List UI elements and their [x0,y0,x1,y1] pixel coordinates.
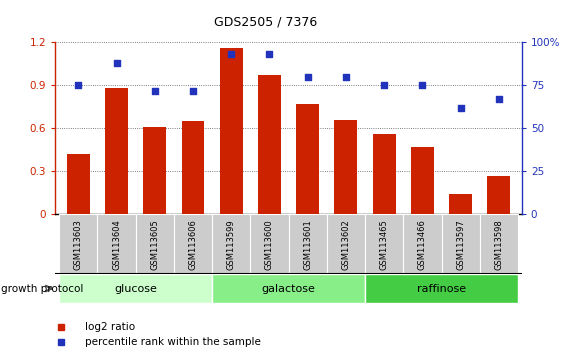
Bar [97,214,136,274]
Text: GSM113465: GSM113465 [380,219,389,270]
Bar [327,214,365,274]
Point [188,88,198,93]
Point [380,82,389,88]
Bar [174,214,212,274]
Point [303,74,312,80]
Text: GSM113597: GSM113597 [456,219,465,270]
Bar [411,147,434,214]
Point [418,82,427,88]
Bar [296,104,319,214]
Bar [136,214,174,274]
Text: GDS2505 / 7376: GDS2505 / 7376 [213,16,317,29]
Text: GSM113605: GSM113605 [150,219,159,270]
Bar [181,121,205,214]
Bar [59,274,212,303]
Bar [365,214,403,274]
Bar [335,120,357,214]
Bar [59,214,97,274]
Text: GSM113604: GSM113604 [112,219,121,270]
Text: GSM113598: GSM113598 [494,219,503,270]
Bar [403,214,441,274]
Text: GSM113602: GSM113602 [342,219,350,270]
Text: GSM113603: GSM113603 [74,219,83,270]
Bar [212,214,250,274]
Text: raffinose: raffinose [417,284,466,293]
Text: percentile rank within the sample: percentile rank within the sample [85,337,261,347]
Point [150,88,159,93]
Bar [480,214,518,274]
Text: glucose: glucose [114,284,157,293]
Point [227,52,236,57]
Text: growth protocol: growth protocol [1,284,83,293]
Bar [143,127,166,214]
Bar [220,48,243,214]
Text: GSM113599: GSM113599 [227,219,236,270]
Text: GSM113601: GSM113601 [303,219,312,270]
Text: GSM113606: GSM113606 [188,219,198,270]
Point [341,74,350,80]
Point [456,105,465,110]
Bar [105,88,128,214]
Bar [487,176,510,214]
Point [265,52,274,57]
Bar [258,75,281,214]
Bar [365,274,518,303]
Bar [373,134,396,214]
Text: GSM113600: GSM113600 [265,219,274,270]
Point [73,82,83,88]
Bar [441,214,480,274]
Point [112,60,121,66]
Bar [67,154,90,214]
Point [494,96,504,102]
Text: log2 ratio: log2 ratio [85,322,135,332]
Bar [449,194,472,214]
Text: galactose: galactose [262,284,315,293]
Bar [250,214,289,274]
Bar [289,214,327,274]
Text: GSM113466: GSM113466 [418,219,427,270]
Bar [212,274,365,303]
